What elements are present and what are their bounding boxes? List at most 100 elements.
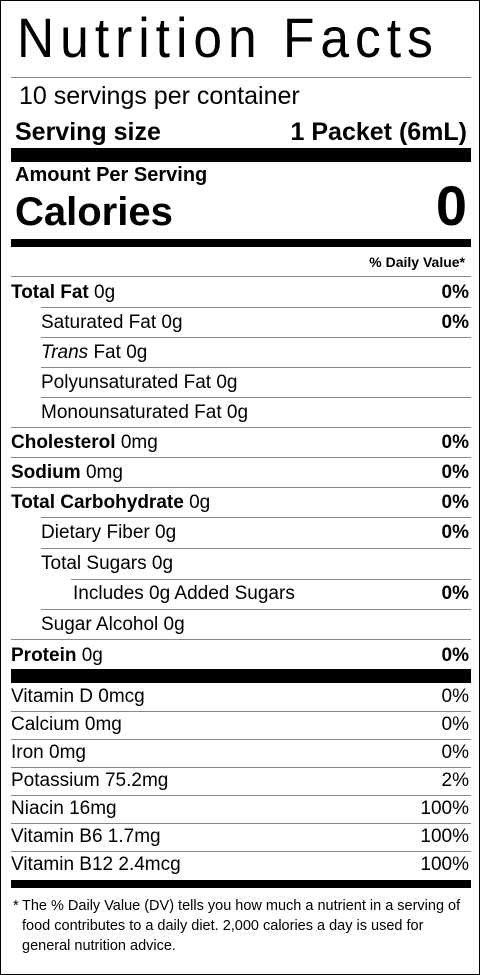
nutrient-amount: 0mg: [120, 432, 158, 453]
nutrient-amount: 0mg: [85, 462, 123, 483]
nutrient-name: Fat: [93, 342, 121, 363]
nutrient-name: Sodium: [11, 462, 81, 483]
nutrient-name: Total Carbohydrate: [11, 492, 184, 513]
divider: [11, 851, 471, 852]
vitamin-dv: 0%: [441, 714, 469, 735]
nutrient-amount: 0g: [161, 312, 183, 333]
nutrient-amount: 0g: [81, 645, 103, 666]
divider: [41, 307, 471, 308]
divider: [11, 767, 471, 768]
nutrient-name: Polyunsaturated Fat: [41, 372, 212, 393]
footnote-star: *: [13, 898, 19, 914]
nutrient-name: Saturated Fat: [41, 312, 157, 333]
divider: [41, 609, 471, 610]
nutrient-name: Monounsaturated Fat: [41, 402, 222, 423]
medium-divider: [11, 880, 471, 888]
calories-value: 0: [435, 174, 467, 237]
vitamin-row: Potassium 75.2mg 2%: [11, 767, 471, 795]
daily-value-header: % Daily Value*: [369, 254, 465, 270]
divider: [41, 367, 471, 368]
nutrient-row-dietary-fiber: Dietary Fiber 0g 0%: [11, 518, 471, 548]
nutrient-amount: 0g: [226, 402, 249, 423]
nutrient-row-sodium: Sodium 0mg 0%: [11, 458, 471, 488]
nutrient-row-total-fat: Total Fat 0g 0%: [11, 278, 471, 308]
vitamin-row: Niacin 16mg 100%: [11, 795, 471, 823]
vitamin-name: Iron 0mg: [11, 742, 86, 763]
nutrient-dv: 0%: [441, 522, 469, 543]
nutrient-amount: 0g: [163, 614, 185, 635]
nutrient-amount: 0g: [216, 372, 238, 393]
nutrient-row-monounsaturated-fat: Monounsaturated Fat 0g: [11, 398, 471, 428]
vitamin-name: Vitamin D 0mcg: [11, 686, 145, 707]
vitamin-row: Vitamin B6 1.7mg 100%: [11, 823, 471, 851]
serving-size-value: 1 Packet (6mL): [290, 118, 467, 146]
vitamin-row: Iron 0mg 0%: [11, 739, 471, 767]
amount-per-serving: Amount Per Serving: [15, 164, 208, 186]
vitamin-dv: 0%: [441, 686, 469, 707]
nutrient-name: Dietary Fiber: [41, 522, 150, 543]
nutrient-row-trans-fat: Trans Fat 0g: [11, 338, 471, 368]
vitamin-name: Niacin 16mg: [11, 798, 117, 819]
nutrient-row-added-sugars: Includes 0g Added Sugars 0%: [11, 579, 471, 609]
nutrient-dv: 0%: [441, 432, 469, 453]
nutrient-name: Total Sugars: [41, 553, 147, 574]
nutrient-dv: 0%: [441, 492, 469, 513]
nutrient-row-sugar-alcohol: Sugar Alcohol 0g: [11, 610, 471, 640]
vitamin-name: Calcium 0mg: [11, 714, 122, 735]
nutrient-name: Total Fat: [11, 282, 89, 303]
footnote: * The % Daily Value (DV) tells you how m…: [13, 896, 465, 956]
nutrient-row-cholesterol: Cholesterol 0mg 0%: [11, 428, 471, 458]
vitamin-dv: 2%: [441, 770, 469, 791]
vitamin-row: Calcium 0mg 0%: [11, 711, 471, 739]
thick-divider: [11, 148, 471, 162]
nutrient-row-saturated-fat: Saturated Fat 0g 0%: [11, 308, 471, 338]
nutrient-name: Protein: [11, 645, 77, 666]
vitamin-dv: 100%: [420, 826, 469, 847]
divider: [41, 337, 471, 338]
vitamin-name: Vitamin B6 1.7mg: [11, 826, 161, 847]
nutrient-dv: 0%: [441, 312, 469, 333]
vitamin-dv: 100%: [420, 798, 469, 819]
divider: [11, 457, 471, 458]
divider: [11, 739, 471, 740]
nutrient-name: Cholesterol: [11, 432, 116, 453]
vitamin-row: Vitamin D 0mcg 0%: [11, 683, 471, 711]
divider: [71, 579, 471, 580]
divider: [11, 427, 471, 428]
serving-size-label: Serving size: [15, 118, 161, 146]
divider: [11, 711, 471, 712]
label-title: Nutrition Facts: [17, 6, 439, 69]
nutrient-amount: 0g: [155, 522, 177, 543]
divider: [41, 397, 471, 398]
thick-divider: [11, 669, 471, 683]
divider: [11, 823, 471, 824]
nutrient-dv: 0%: [441, 583, 469, 604]
divider: [11, 276, 471, 277]
nutrient-name-italic: Trans: [41, 342, 89, 363]
nutrient-name: Includes 0g Added Sugars: [73, 583, 295, 604]
vitamin-row: Vitamin B12 2.4mcg 100%: [11, 851, 471, 879]
medium-divider: [11, 239, 471, 247]
nutrient-amount: 0g: [189, 492, 211, 513]
divider: [41, 517, 471, 518]
calories-label: Calories: [15, 190, 173, 234]
vitamin-name: Vitamin B12 2.4mcg: [11, 854, 181, 875]
divider: [11, 77, 471, 78]
nutrient-amount: 0g: [126, 342, 148, 363]
nutrient-row-polyunsaturated-fat: Polyunsaturated Fat 0g: [11, 368, 471, 398]
divider: [11, 639, 471, 640]
nutrient-dv: 0%: [441, 462, 469, 483]
nutrient-row-total-carbohydrate: Total Carbohydrate 0g 0%: [11, 488, 471, 518]
divider: [11, 487, 471, 488]
divider: [41, 548, 471, 549]
vitamin-dv: 100%: [420, 854, 469, 875]
nutrient-name: Sugar Alcohol: [41, 614, 159, 635]
divider: [11, 795, 471, 796]
nutrient-row-total-sugars: Total Sugars 0g: [11, 549, 471, 579]
vitamin-dv: 0%: [441, 742, 469, 763]
nutrient-amount: 0g: [94, 282, 116, 303]
nutrient-dv: 0%: [441, 282, 469, 303]
nutrient-row-protein: Protein 0g 0%: [11, 641, 471, 671]
nutrient-amount: 0g: [151, 553, 174, 574]
